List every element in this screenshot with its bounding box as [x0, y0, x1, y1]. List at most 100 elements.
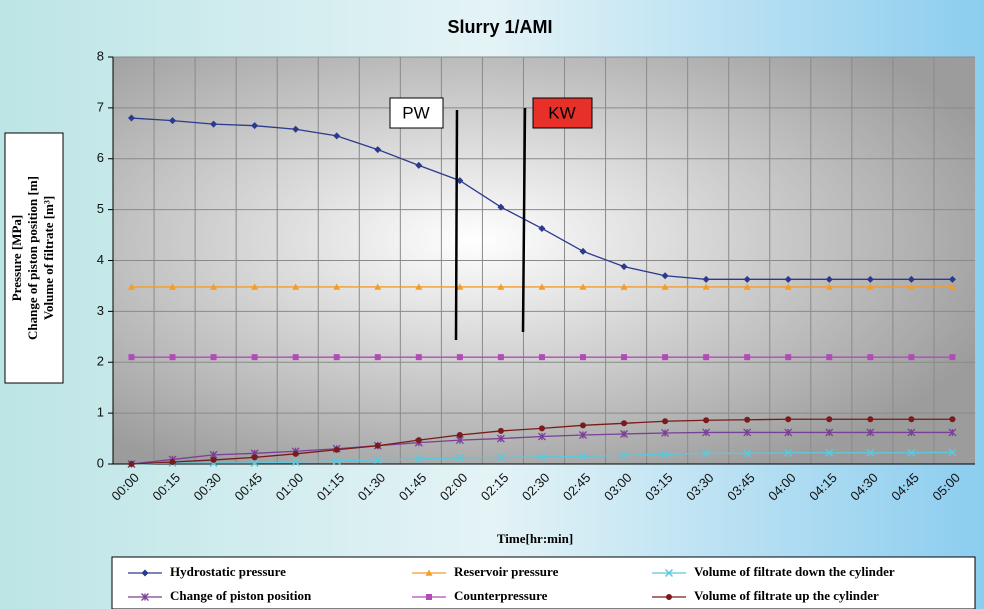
marker: [866, 428, 875, 437]
legend-item: Change of piston position: [128, 588, 312, 603]
marker: [825, 448, 834, 457]
marker: [456, 283, 464, 290]
annotation-line: [454, 109, 459, 341]
marker: [785, 354, 792, 361]
y-axis-label-line: Pressure [MPa]: [9, 215, 24, 302]
marker: [867, 354, 874, 361]
marker: [826, 354, 833, 361]
marker: [702, 283, 710, 290]
marker: [415, 437, 422, 444]
marker: [866, 283, 874, 290]
marker: [579, 247, 587, 255]
marker: [662, 354, 669, 361]
marker: [415, 354, 422, 361]
marker: [496, 434, 505, 443]
marker: [784, 448, 793, 457]
legend-item: Volume of filtrate up the cylinder: [652, 588, 879, 603]
marker: [743, 275, 751, 283]
y-tick-label: 0: [97, 455, 104, 470]
marker: [743, 283, 751, 290]
marker: [456, 177, 464, 185]
marker: [292, 354, 299, 361]
marker: [907, 283, 915, 290]
marker: [415, 283, 423, 290]
marker: [908, 416, 915, 423]
marker: [744, 416, 751, 423]
marker: [743, 449, 752, 458]
marker: [128, 354, 135, 361]
marker: [949, 354, 956, 361]
marker: [333, 132, 341, 140]
marker: [948, 275, 956, 283]
marker: [251, 354, 258, 361]
marker: [374, 283, 382, 290]
marker: [374, 354, 381, 361]
marker: [949, 416, 956, 423]
annotation-box: [389, 97, 444, 129]
marker: [291, 457, 300, 466]
marker: [169, 458, 176, 465]
marker: [455, 453, 464, 462]
marker: [169, 283, 177, 290]
y-tick-label: 7: [97, 99, 104, 114]
y-tick-label: 6: [97, 150, 104, 165]
marker: [866, 448, 875, 457]
marker: [537, 432, 546, 441]
legend-label: Volume of filtrate up the cylinder: [694, 588, 879, 603]
marker: [251, 122, 259, 130]
chart-title: Slurry 1/AMI: [447, 17, 552, 37]
marker: [210, 354, 217, 361]
legend-item: Hydrostatic pressure: [128, 564, 286, 579]
x-axis-label: Time[hr:min]: [497, 531, 573, 546]
marker: [538, 224, 546, 232]
annotation: KW: [548, 103, 575, 122]
marker: [661, 429, 670, 437]
marker: [127, 283, 135, 290]
marker: [785, 416, 792, 423]
marker: [579, 354, 586, 361]
marker: [415, 161, 423, 169]
marker: [661, 450, 670, 459]
marker: [414, 454, 423, 463]
legend-label: Volume of filtrate down the cylinder: [694, 564, 895, 579]
marker: [825, 428, 834, 437]
marker: [210, 283, 218, 290]
marker: [784, 283, 792, 290]
marker: [702, 449, 711, 458]
marker: [662, 418, 669, 425]
marker: [141, 593, 149, 601]
annotation: PW: [402, 103, 429, 122]
marker: [373, 455, 382, 464]
marker: [141, 569, 149, 577]
marker: [333, 354, 340, 361]
marker: [866, 275, 874, 283]
marker: [661, 272, 669, 280]
marker: [169, 354, 176, 361]
marker: [661, 283, 669, 290]
marker: [664, 568, 674, 578]
marker: [292, 125, 300, 133]
marker: [784, 428, 793, 437]
marker: [292, 450, 299, 457]
marker: [497, 203, 505, 211]
marker: [128, 461, 135, 467]
marker: [333, 446, 340, 453]
marker: [948, 428, 957, 437]
marker: [497, 283, 505, 290]
marker: [702, 275, 710, 283]
marker: [250, 458, 259, 468]
marker: [908, 354, 915, 361]
y-axis-label-line: Volume of filtrate [m³]: [41, 196, 56, 320]
marker: [578, 452, 588, 461]
marker: [425, 569, 433, 576]
y-label-box: [4, 132, 64, 384]
marker: [703, 354, 710, 361]
y-tick-label: 8: [97, 48, 104, 63]
legend: [111, 556, 976, 609]
marker: [826, 416, 833, 423]
annotation-line: [521, 107, 527, 333]
marker: [743, 428, 752, 437]
y-tick-label: 4: [97, 252, 104, 267]
marker: [784, 275, 792, 283]
annotation-box: [532, 97, 593, 129]
